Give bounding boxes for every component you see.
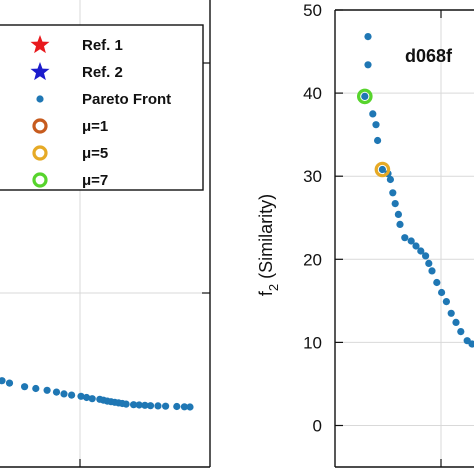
highlight-ring — [356, 88, 373, 105]
left-pareto-point — [52, 388, 61, 396]
left-pareto-point — [60, 390, 68, 398]
svg-text:f2 (Similarity): f2 (Similarity) — [256, 194, 281, 296]
highlight-ring — [374, 161, 391, 178]
left-pareto-point — [146, 402, 155, 410]
left-pareto-point — [77, 392, 85, 400]
right-pareto-point — [442, 298, 450, 306]
right-y-tick-label: 30 — [303, 167, 322, 186]
left-pareto-point — [122, 400, 130, 408]
right-panel: 0 10 20 30 40 50 d068f f2 (Similarity) — [256, 1, 474, 468]
left-pareto-point — [32, 384, 40, 393]
legend-dot-marker — [36, 95, 44, 103]
legend-box — [0, 24, 204, 191]
right-panel-title: d068f — [405, 46, 453, 66]
right-pareto-point — [394, 210, 402, 218]
left-pareto-point — [130, 401, 138, 409]
right-pareto-point — [407, 237, 415, 245]
right-pareto-point — [391, 200, 399, 208]
legend-label: μ=7 — [82, 172, 108, 189]
right-pareto-point — [447, 309, 455, 317]
left-pareto-points — [0, 377, 194, 411]
left-pareto-point — [186, 403, 194, 411]
left-pareto-point — [43, 386, 51, 394]
right-y-ticks: 0 10 20 30 40 50 — [303, 1, 343, 436]
right-pareto-point — [378, 165, 386, 174]
right-pareto-point — [412, 242, 420, 250]
right-pareto-point — [425, 259, 433, 267]
right-pareto-point — [457, 328, 465, 336]
right-y-tick-label: 50 — [303, 1, 322, 20]
right-y-tick-label: 20 — [303, 250, 322, 269]
right-pareto-point — [369, 110, 377, 118]
left-pareto-point — [5, 379, 14, 387]
right-pareto-point — [422, 252, 430, 260]
right-pareto-point — [374, 136, 382, 145]
left-pareto-point — [162, 402, 170, 410]
right-y-tick-label: 10 — [303, 333, 322, 352]
legend-label: μ=1 — [82, 118, 108, 135]
left-pareto-point — [141, 401, 149, 409]
right-pareto-points — [361, 33, 474, 348]
left-pareto-point — [173, 402, 181, 411]
legend-ring-marker — [32, 172, 48, 188]
right-pareto-point — [401, 234, 409, 242]
left-pareto-point — [180, 403, 188, 411]
legend-star-marker — [30, 35, 50, 54]
left-pareto-point — [83, 393, 91, 402]
right-y-tick-label: 40 — [303, 84, 322, 103]
right-pareto-point — [417, 247, 425, 255]
left-pareto-point — [88, 395, 96, 403]
legend: Ref. 1 Ref. 2 Pareto Front μ=1 μ=5 μ=7 — [0, 24, 204, 191]
right-pareto-point — [438, 288, 446, 297]
legend-label: μ=5 — [82, 145, 108, 162]
right-pareto-point — [364, 33, 372, 41]
right-pareto-point — [389, 189, 397, 197]
right-gridlines — [335, 92, 474, 426]
right-pareto-point — [386, 175, 394, 184]
ylabel-rest: (Similarity) — [256, 194, 276, 284]
right-pareto-point — [468, 340, 474, 348]
legend-label: Ref. 2 — [82, 64, 123, 81]
left-pareto-point — [154, 402, 162, 410]
right-pareto-point — [428, 267, 436, 275]
left-panel: Ref. 1 Ref. 2 Pareto Front μ=1 μ=5 μ=7 — [0, 0, 211, 468]
right-pareto-point — [364, 61, 372, 69]
right-y-axis-label: f2 (Similarity) — [256, 194, 281, 296]
right-pareto-point — [452, 318, 460, 326]
right-y-tick-label: 0 — [313, 417, 322, 436]
right-pareto-point — [372, 121, 380, 129]
left-pareto-point — [21, 383, 29, 391]
right-pareto-point — [433, 278, 441, 287]
legend-label: Pareto Front — [82, 91, 171, 108]
legend-label: Ref. 1 — [82, 37, 123, 54]
legend-ring-marker — [32, 145, 48, 161]
legend-star-marker — [30, 62, 50, 81]
left-pareto-point — [135, 401, 143, 409]
ylabel-main: f — [256, 290, 276, 296]
legend-ring-marker — [32, 118, 48, 134]
ylabel-sub: 2 — [266, 284, 281, 291]
right-pareto-point — [361, 92, 369, 100]
left-pareto-point — [68, 391, 76, 399]
left-pareto-point — [0, 377, 6, 385]
right-highlight-rings — [356, 88, 391, 178]
right-pareto-point — [396, 220, 404, 228]
legend-entries: Ref. 1 Ref. 2 Pareto Front μ=1 μ=5 μ=7 — [30, 35, 171, 189]
